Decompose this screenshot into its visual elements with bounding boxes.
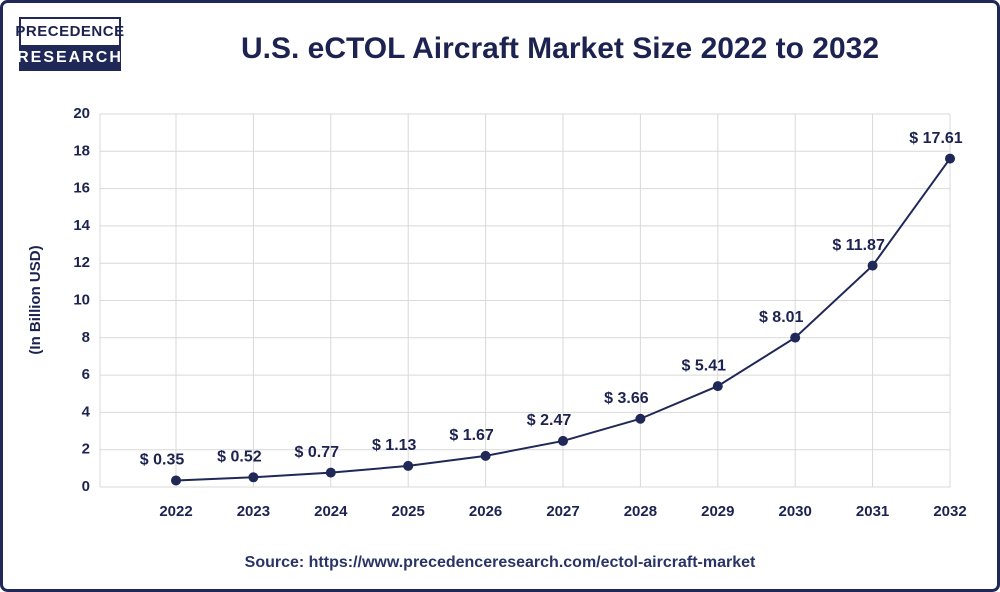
y-tick-label: 18 bbox=[73, 142, 90, 159]
x-tick-label: 2031 bbox=[856, 503, 889, 520]
data-label: $ 0.77 bbox=[295, 444, 340, 461]
point bbox=[403, 460, 414, 471]
x-tick-label: 2028 bbox=[624, 503, 657, 520]
source: Source: https://www.precedenceresearch.c… bbox=[245, 554, 756, 571]
x-tick-label: 2022 bbox=[159, 503, 192, 520]
point bbox=[790, 332, 801, 343]
y-tick-label: 20 bbox=[73, 105, 90, 122]
logo: PRECEDENCE RESEARCH bbox=[15, 17, 124, 71]
point bbox=[712, 381, 723, 392]
logo-text: PRECEDENCE bbox=[15, 23, 124, 40]
y-tick-label: 4 bbox=[82, 403, 91, 420]
y-tick-label: 2 bbox=[82, 441, 90, 458]
y-tick-label: 0 bbox=[82, 478, 90, 495]
point bbox=[635, 413, 646, 424]
point bbox=[480, 450, 491, 461]
x-tick-label: 2030 bbox=[779, 503, 812, 520]
y-tick-label: 6 bbox=[82, 366, 90, 383]
point bbox=[248, 472, 259, 483]
point bbox=[558, 435, 568, 446]
y-axis-label: (In Billion USD) bbox=[27, 245, 44, 354]
data-label: $ 1.13 bbox=[372, 437, 417, 454]
point bbox=[171, 475, 181, 486]
data-label: $ 2.47 bbox=[527, 412, 572, 429]
data-label: $ 0.52 bbox=[217, 449, 262, 466]
y-tick-label: 16 bbox=[73, 180, 90, 197]
y-tick-label: 10 bbox=[73, 291, 90, 308]
y-tick-label: 8 bbox=[82, 329, 90, 346]
point bbox=[867, 260, 878, 271]
y-tick-label: 12 bbox=[73, 254, 90, 271]
x-tick-label: 2032 bbox=[933, 503, 966, 520]
data-label: $ 0.35 bbox=[140, 452, 185, 469]
data-label: $ 3.66 bbox=[604, 390, 649, 407]
logo-band bbox=[20, 45, 120, 70]
point bbox=[325, 467, 336, 478]
x-tick-label: 2027 bbox=[546, 503, 579, 520]
data-label: $ 11.87 bbox=[832, 237, 885, 254]
x-tick-label: 2025 bbox=[392, 503, 425, 520]
data-label: $ 1.67 bbox=[449, 427, 494, 444]
point bbox=[945, 153, 955, 164]
chart-title: U.S. eCTOL Aircraft Market Size 2022 to … bbox=[241, 32, 879, 65]
data-label: $ 5.41 bbox=[682, 357, 727, 374]
y-tick-label: 14 bbox=[73, 217, 90, 234]
x-tick-label: 2026 bbox=[469, 503, 502, 520]
x-tick-label: 2029 bbox=[701, 503, 734, 520]
x-tick-label: 2024 bbox=[314, 503, 348, 520]
logo-text: RESEARCH bbox=[17, 49, 123, 66]
data-label: $ 8.01 bbox=[759, 309, 804, 326]
x-tick-label: 2023 bbox=[237, 503, 270, 520]
data-label: $ 17.61 bbox=[909, 130, 962, 147]
